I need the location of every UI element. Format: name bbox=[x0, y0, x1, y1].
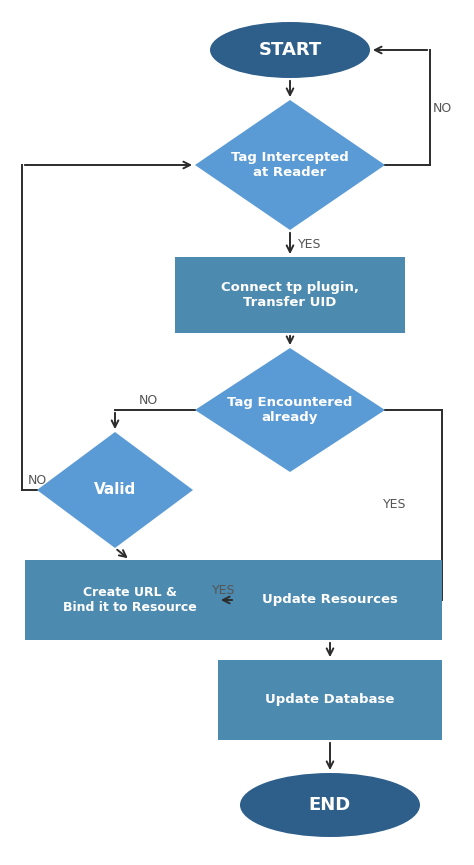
Text: Tag Intercepted
at Reader: Tag Intercepted at Reader bbox=[231, 151, 349, 179]
Text: YES: YES bbox=[298, 238, 321, 251]
Ellipse shape bbox=[240, 773, 420, 837]
Text: Update Database: Update Database bbox=[265, 694, 395, 707]
Text: Update Resources: Update Resources bbox=[262, 593, 398, 606]
FancyBboxPatch shape bbox=[218, 560, 442, 640]
Text: YES: YES bbox=[212, 584, 236, 597]
Polygon shape bbox=[195, 100, 385, 230]
Text: END: END bbox=[309, 796, 351, 814]
Polygon shape bbox=[37, 432, 193, 548]
Text: Valid: Valid bbox=[94, 483, 136, 497]
FancyBboxPatch shape bbox=[25, 560, 235, 640]
Text: Connect tp plugin,
Transfer UID: Connect tp plugin, Transfer UID bbox=[221, 281, 359, 309]
FancyBboxPatch shape bbox=[218, 660, 442, 740]
Text: START: START bbox=[258, 41, 322, 59]
Ellipse shape bbox=[210, 22, 370, 78]
Text: Create URL &
Bind it to Resource: Create URL & Bind it to Resource bbox=[63, 586, 197, 614]
Polygon shape bbox=[195, 348, 385, 472]
Text: YES: YES bbox=[383, 498, 407, 511]
Text: Tag Encountered
already: Tag Encountered already bbox=[228, 396, 353, 424]
Text: NO: NO bbox=[28, 473, 47, 486]
FancyBboxPatch shape bbox=[175, 257, 405, 333]
Text: NO: NO bbox=[433, 101, 452, 114]
Text: NO: NO bbox=[138, 394, 158, 407]
